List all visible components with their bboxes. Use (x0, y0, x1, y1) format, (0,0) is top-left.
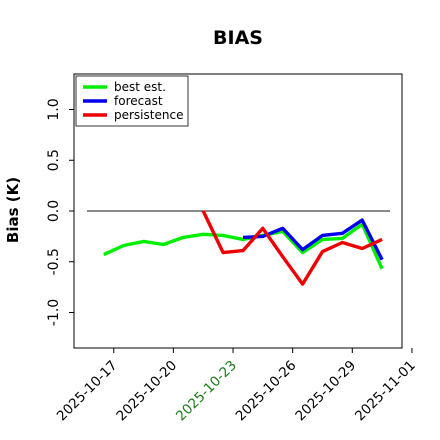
x-tick-label: 2025-10-20 (113, 358, 180, 425)
legend-label: best est. (114, 80, 166, 94)
x-tick-label: 2025-10-29 (292, 358, 359, 425)
x-tick-label: 2025-10-23 (173, 358, 240, 425)
y-tick-label: 0.5 (46, 149, 62, 171)
y-axis-label: Bias (K) (4, 177, 22, 243)
x-tick-label: 2025-11-01 (352, 358, 419, 425)
y-tick-label: -1.0 (46, 299, 62, 326)
y-axis: -1.0 -0.5 0.0 0.5 1.0 (46, 98, 74, 326)
series-line-persistence (201, 210, 383, 286)
y-tick-label: 1.0 (46, 98, 62, 120)
x-axis: 2025-10-172025-10-202025-10-232025-10-26… (54, 348, 419, 424)
chart-title: BIAS (213, 27, 263, 49)
series-layer (103, 210, 384, 286)
x-tick-label: 2025-10-26 (233, 358, 300, 425)
series-line-best-est (103, 222, 384, 270)
y-tick-label: -0.5 (46, 248, 62, 275)
legend-label: forecast (114, 94, 163, 108)
x-tick-label: 2025-10-17 (54, 358, 121, 425)
legend-label: persistence (114, 108, 183, 122)
y-tick-label: 0.0 (46, 200, 62, 222)
